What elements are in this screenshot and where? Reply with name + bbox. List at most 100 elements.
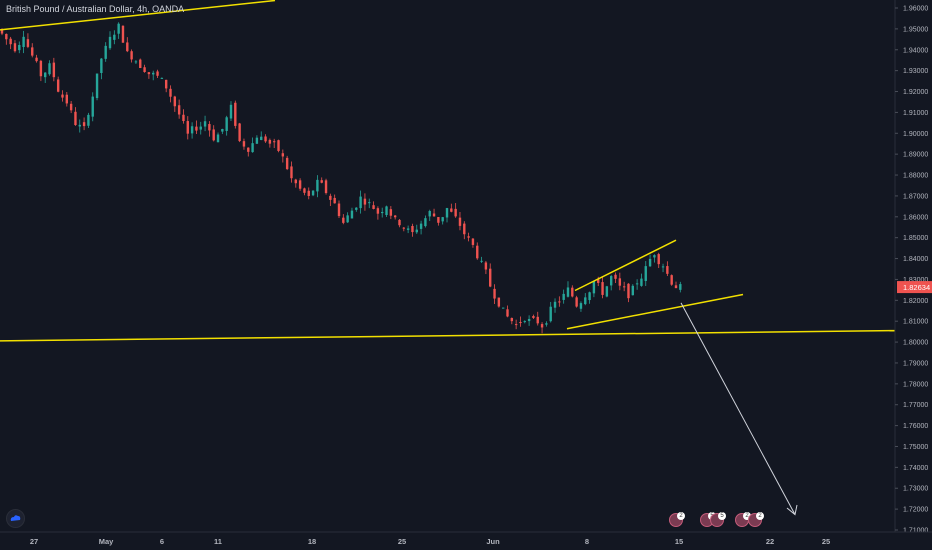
event-count-badge: 2: [756, 512, 764, 520]
candle-body: [450, 208, 453, 212]
candle-body: [562, 293, 565, 300]
candle-body: [363, 198, 367, 205]
candle-body: [584, 297, 587, 305]
candle-body: [117, 23, 120, 34]
price-tick-label: 1.76000: [903, 423, 928, 430]
price-tick-label: 1.95000: [903, 26, 928, 33]
candle-body: [337, 203, 341, 217]
candle-body: [203, 121, 207, 127]
candle-body: [657, 254, 660, 265]
last-price-tag: [897, 281, 932, 294]
candle-body: [514, 324, 518, 326]
price-tick-label: 1.85000: [903, 235, 928, 242]
candle-body: [622, 286, 626, 288]
last-price-label: 1.82634: [903, 283, 930, 292]
candle-body: [212, 129, 215, 141]
candle-body: [22, 36, 25, 48]
price-tick-label: 1.96000: [903, 6, 928, 13]
candle-body: [558, 301, 561, 303]
candle-body: [579, 303, 583, 309]
price-tick-label: 1.88000: [903, 173, 928, 180]
candle-body: [428, 211, 431, 217]
candle-body: [169, 88, 172, 97]
price-tick-label: 1.75000: [903, 444, 928, 451]
candle-body: [247, 147, 250, 152]
candle-body: [359, 196, 362, 209]
candle-body: [177, 105, 181, 115]
price-tick-label: 1.74000: [903, 465, 928, 472]
candle-body: [255, 137, 259, 144]
candle-body: [147, 72, 151, 75]
candle-body: [519, 322, 522, 324]
candle-body: [471, 238, 475, 245]
time-tick-label: 11: [214, 537, 222, 546]
event-count-badge: 5: [718, 512, 726, 520]
candle-body: [82, 122, 86, 127]
price-tick-label: 1.72000: [903, 507, 928, 514]
candle-body: [329, 195, 332, 200]
candle-body: [342, 217, 345, 223]
candle-body: [311, 190, 315, 196]
candle-body: [389, 209, 393, 216]
candle-body: [571, 287, 574, 297]
candle-body: [566, 287, 570, 297]
candle-body: [52, 62, 56, 78]
price-tick-label: 1.80000: [903, 340, 928, 347]
upper-trendline: [0, 0, 276, 31]
price-tick-label: 1.82000: [903, 298, 928, 305]
candle-body: [121, 25, 125, 43]
time-tick-label: 25: [822, 537, 830, 546]
price-tick-label: 1.91000: [903, 110, 928, 117]
candle-body: [545, 323, 548, 325]
price-tick-label: 1.90000: [903, 131, 928, 138]
candle-body: [100, 58, 103, 73]
candle-body: [497, 297, 501, 307]
candle-body: [670, 275, 673, 285]
time-tick-label: 18: [308, 537, 316, 546]
candle-body: [173, 96, 177, 107]
candle-body: [484, 262, 488, 270]
candle-body: [48, 63, 51, 75]
candle-body: [160, 77, 164, 79]
candles-group: [0, 22, 682, 334]
candle-body: [523, 321, 526, 323]
candle-body: [536, 316, 539, 324]
candle-body: [199, 126, 202, 130]
candle-body: [195, 126, 198, 131]
candle-body: [467, 236, 470, 238]
event-count-badge: 2: [677, 512, 685, 520]
candle-body: [126, 42, 129, 52]
candle-body: [605, 286, 609, 297]
wedge-lower-line: [566, 293, 744, 330]
candle-body: [661, 266, 665, 268]
drawing-layer: [0, 0, 896, 516]
candle-body: [549, 306, 552, 322]
candle-body: [588, 292, 591, 301]
projection-arrow-head: [786, 504, 798, 516]
candle-body: [540, 324, 544, 328]
candle-body: [597, 279, 600, 283]
tradingview-logo-icon[interactable]: [6, 509, 25, 528]
candle-body: [406, 228, 410, 230]
candle-body: [35, 57, 38, 62]
price-tick-label: 1.92000: [903, 89, 928, 96]
price-tick-label: 1.73000: [903, 486, 928, 493]
price-tick-label: 1.94000: [903, 47, 928, 54]
candle-body: [372, 205, 375, 209]
candle-body: [5, 33, 8, 40]
candle-body: [501, 307, 505, 309]
candle-body: [251, 143, 254, 153]
candle-body: [0, 28, 4, 34]
candle-body: [398, 219, 401, 226]
candle-body: [13, 43, 17, 52]
candle-body: [31, 47, 34, 56]
candle-body: [18, 44, 21, 51]
candle-body: [346, 215, 349, 223]
candle-body: [601, 282, 604, 295]
candle-body: [355, 207, 358, 210]
candle-body: [316, 179, 319, 192]
price-tick-label: 1.83000: [903, 277, 928, 284]
candle-body: [510, 318, 514, 322]
